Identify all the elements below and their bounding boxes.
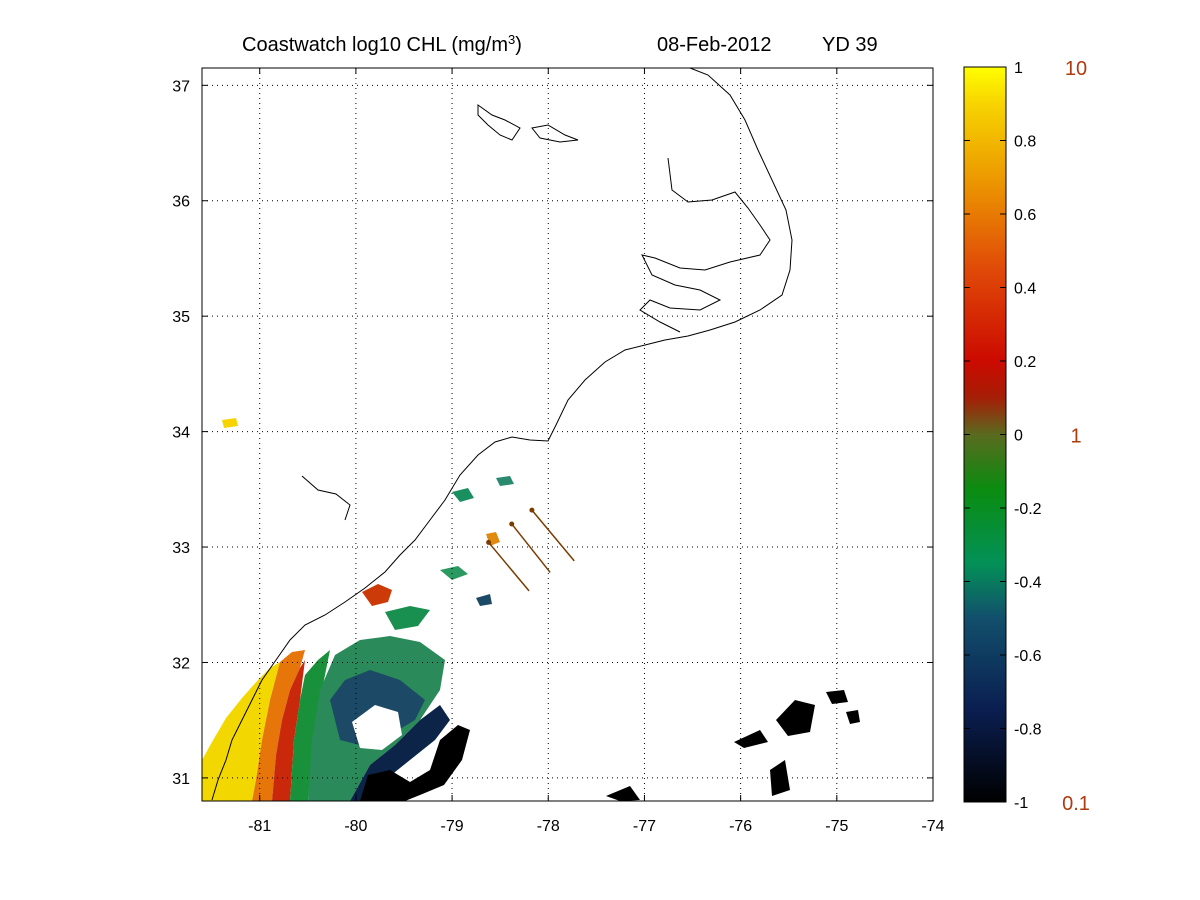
y-axis: 31 32 33 34 35 36 37 <box>172 78 933 788</box>
chl-offshore-black-4 <box>776 700 815 736</box>
colorbar-tick-label: -0.2 <box>1014 501 1042 518</box>
y-tick-label: 36 <box>172 194 190 211</box>
colorbar-tick-label: 0.6 <box>1014 207 1036 224</box>
chl-patch-small-yellow <box>222 418 238 428</box>
chl-offshore-black-2 <box>606 786 640 801</box>
y-tick-label: 37 <box>172 78 190 95</box>
chl-nearshore-red <box>272 660 305 801</box>
x-tick-label: -74 <box>921 818 944 835</box>
y-tick-label: 35 <box>172 309 190 326</box>
ship-track-1-station <box>486 539 492 545</box>
chl-patch-green-3 <box>452 488 474 502</box>
y-tick-label: 32 <box>172 655 190 672</box>
title-superscript: 3 <box>508 32 515 47</box>
chl-offshore-black-3 <box>734 730 768 748</box>
coastline-mainland <box>211 68 793 801</box>
x-tick-label: -80 <box>344 818 367 835</box>
x-tick-label: -81 <box>248 818 271 835</box>
chl-patch-green-1 <box>385 606 430 630</box>
colorbar-tick-label: -1 <box>1014 795 1028 812</box>
x-axis: -81 -80 -79 -78 -77 -76 -75 -74 <box>248 68 945 835</box>
chlorophyll-field <box>202 418 860 801</box>
colorbar-concentration-label: 1 <box>1070 426 1081 448</box>
title-variable: Coastwatch log10 CHL (mg/m <box>242 34 508 56</box>
colorbar-bar <box>963 66 1007 803</box>
chl-offshore-black-7 <box>846 710 860 724</box>
chl-offshore-black-5 <box>826 690 848 704</box>
plot-frame <box>201 67 934 802</box>
colorbar-concentration-label: 0.1 <box>1062 793 1090 815</box>
ship-track-3 <box>531 509 575 562</box>
chl-patch-teal <box>496 476 514 486</box>
colorbar-tick-label: 0.8 <box>1014 134 1036 151</box>
colorbar-ticks: -1 -0.8 -0.6 -0.4 -0.2 0 0.2 0.4 0.6 0.8 1 <box>964 60 1042 812</box>
chart-title: Coastwatch log10 CHL (mg/m3) <box>242 32 522 57</box>
chl-patch-red <box>362 584 392 606</box>
ship-track-2 <box>511 523 551 573</box>
x-tick-label: -76 <box>729 818 752 835</box>
coastline-bay-1 <box>301 475 351 521</box>
colorbar-tick-label: 0.2 <box>1014 354 1036 371</box>
colorbar-tick-label: -0.6 <box>1014 648 1042 665</box>
colorbar-tick-label: 0.4 <box>1014 281 1036 298</box>
plot-area <box>201 67 934 802</box>
chl-patch-blue <box>476 594 492 606</box>
ship-track-2-station <box>509 521 515 527</box>
ship-tracks <box>486 507 575 592</box>
x-tick-label: -79 <box>441 818 464 835</box>
y-tick-label: 34 <box>172 425 190 442</box>
colorbar-concentration-label: 10 <box>1065 58 1087 80</box>
chl-offshore-black-6 <box>770 760 790 796</box>
title-date: 08-Feb-2012 <box>657 34 772 56</box>
y-tick-label: 33 <box>172 540 190 557</box>
colorbar-tick-label: -0.8 <box>1014 722 1042 739</box>
coastline-sound-1 <box>639 157 771 333</box>
coastline-river-2 <box>531 124 579 143</box>
y-tick-label: 31 <box>172 771 190 788</box>
cloud-gap <box>352 705 402 750</box>
coastline-river-1 <box>477 104 521 141</box>
ship-track-3-station <box>529 507 535 513</box>
colorbar: -1 -0.8 -0.6 -0.4 -0.2 0 0.2 0.4 0.6 0.8 1 10 1 0.1 <box>963 58 1090 815</box>
x-tick-label: -75 <box>825 818 848 835</box>
chl-nearshore-orange <box>252 650 305 801</box>
chl-patch-green-2 <box>440 566 468 580</box>
ship-track-1 <box>488 541 530 592</box>
title-close: ) <box>515 34 522 56</box>
colorbar-tick-label: -0.4 <box>1014 575 1042 592</box>
colorbar-tick-label: 0 <box>1014 428 1023 445</box>
x-tick-label: -77 <box>633 818 656 835</box>
colorbar-concentration-labels: 10 1 0.1 <box>1062 58 1090 815</box>
coastline <box>211 68 793 801</box>
colorbar-tick-label: 1 <box>1014 60 1023 77</box>
chl-nearshore-green <box>290 650 330 801</box>
x-tick-label: -78 <box>537 818 560 835</box>
chl-nearshore-yellow <box>202 662 280 801</box>
title-yearday: YD 39 <box>822 34 878 56</box>
chl-offshore-black-1 <box>360 725 470 801</box>
